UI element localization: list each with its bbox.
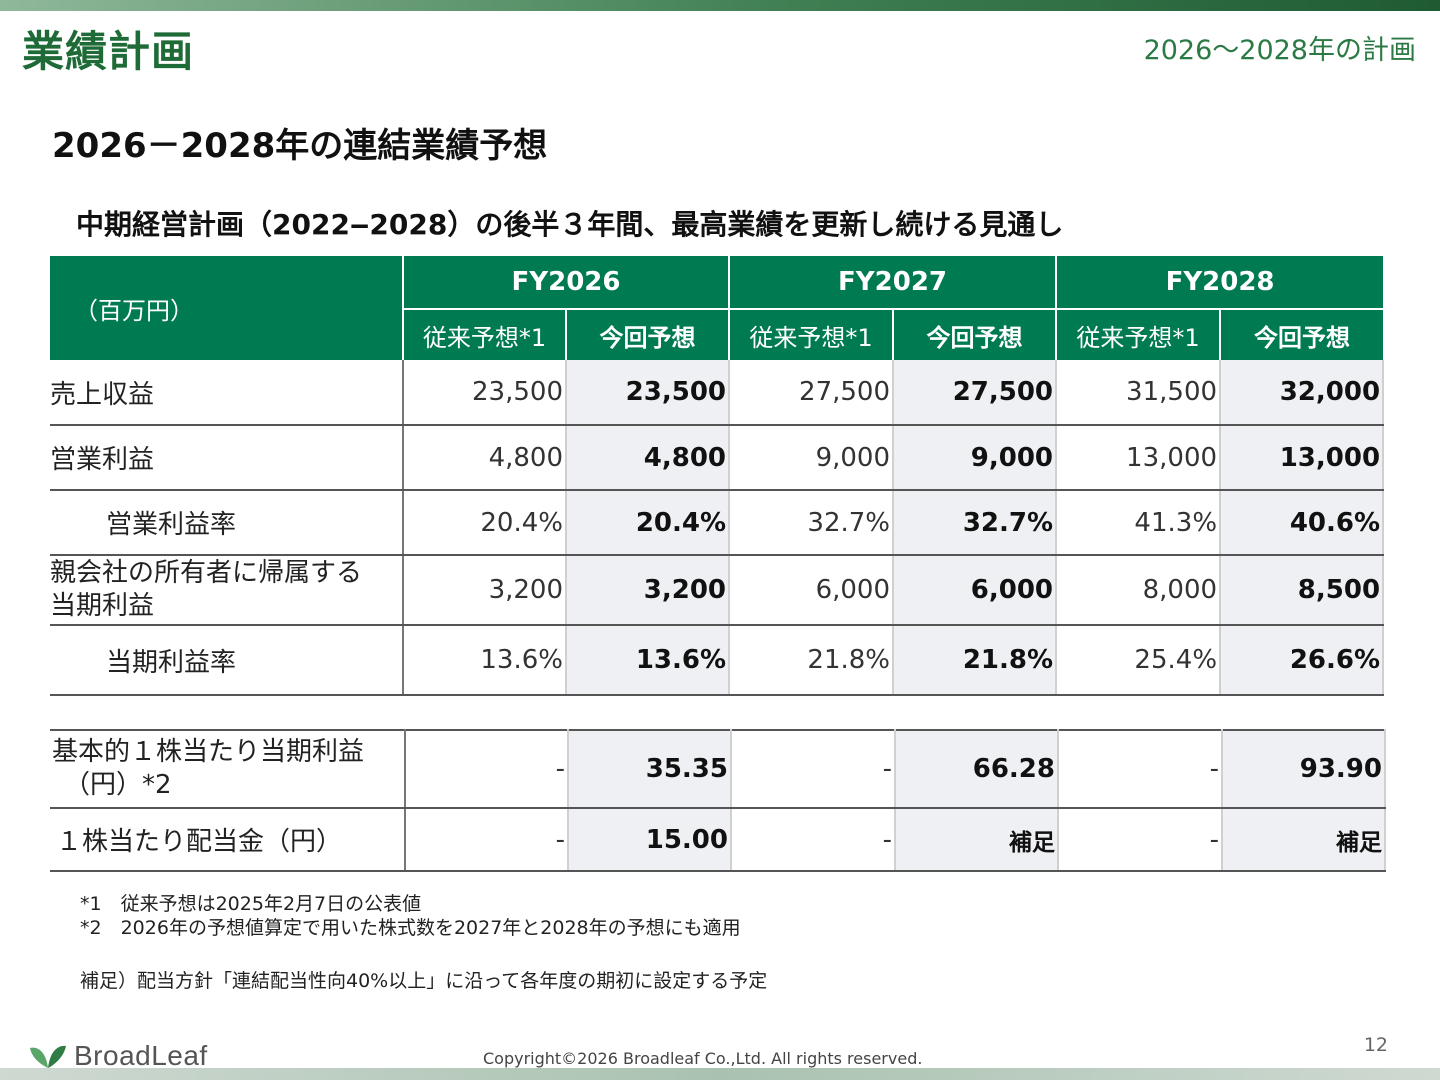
value-cell-current: 23,500 — [566, 360, 731, 426]
sub-header-previous: 従来予想*1 — [1055, 309, 1221, 360]
headline: 中期経営計画（2022‒2028）の後半３年間、最高業績を更新し続ける見通し — [76, 208, 1064, 241]
row-label-line2: 当期利益 — [50, 591, 155, 621]
value-cell-current: 20.4% — [566, 490, 731, 556]
row-label-line1: 親会社の所有者に帰属する — [50, 558, 363, 588]
value-cell: - — [1058, 729, 1223, 809]
value-cell: - — [731, 729, 896, 809]
value-cell-current: 32,000 — [1220, 360, 1385, 426]
footnote-supplement: 補足）配当方針「連結配当性向40%以上」に沿って各年度の期初に設定する予定 — [80, 970, 768, 992]
value-cell-current: 93.90 — [1222, 729, 1386, 809]
row-label: １株当たり配当金（円） — [50, 808, 406, 872]
value-cell: 9,000 — [729, 425, 895, 491]
value-cell: - — [731, 808, 896, 872]
value-cell: 13.6% — [403, 625, 567, 696]
table-row-net-profit: 親会社の所有者に帰属する 当期利益 3,200 3,200 6,000 6,00… — [50, 555, 1385, 626]
value-cell: 23,500 — [403, 360, 567, 426]
sub-header-current: 今回予想 — [564, 309, 730, 360]
row-label-line1: 基本的１株当たり当期利益 — [52, 737, 365, 767]
footnote-1: *1 従来予想は2025年2月7日の公表値 — [80, 893, 422, 915]
row-label: 親会社の所有者に帰属する 当期利益 — [50, 555, 404, 626]
value-cell-current: 9,000 — [893, 425, 1058, 491]
value-cell-current: 4,800 — [566, 425, 731, 491]
value-cell-current: 6,000 — [893, 555, 1058, 626]
value-cell: - — [1058, 808, 1223, 872]
row-label: 当期利益率 — [50, 625, 404, 696]
value-cell: 4,800 — [403, 425, 567, 491]
value-cell: 20.4% — [403, 490, 567, 556]
broadleaf-leaf-icon — [30, 1045, 66, 1068]
forecast-table: （百万円） FY2026 FY2027 FY2028 従来予想*1 今回予想 従… — [50, 256, 1385, 696]
value-cell-current: 3,200 — [566, 555, 731, 626]
value-cell: - — [405, 729, 569, 809]
value-cell-current: 27,500 — [893, 360, 1058, 426]
page-subtitle: 2026～2028年の計画 — [1143, 35, 1416, 66]
value-cell: 3,200 — [403, 555, 567, 626]
value-cell-current: 21.8% — [893, 625, 1058, 696]
company-logo: BroadLeaf — [28, 1040, 208, 1072]
copyright: Copyright©2026 Broadleaf Co.,Ltd. All ri… — [483, 1049, 923, 1068]
per-share-table: 基本的１株当たり当期利益 （円）*2 - 35.35 - 66.28 - 93.… — [50, 729, 1386, 872]
page-number: 12 — [1363, 1034, 1388, 1056]
row-label: 営業利益 — [50, 425, 404, 491]
value-cell: 41.3% — [1056, 490, 1222, 556]
value-cell: 27,500 — [729, 360, 895, 426]
value-cell-current: 8,500 — [1220, 555, 1385, 626]
value-cell-current: 補足 — [895, 808, 1059, 872]
value-cell: - — [405, 808, 569, 872]
sub-header-current: 今回予想 — [892, 309, 1057, 360]
table-row-net-margin: 当期利益率 13.6% 13.6% 21.8% 21.8% 25.4% 26.6… — [50, 625, 1385, 696]
value-cell-current: 32.7% — [893, 490, 1058, 556]
value-cell: 8,000 — [1056, 555, 1222, 626]
value-cell-current: 補足 — [1222, 808, 1386, 872]
table-row-eps: 基本的１株当たり当期利益 （円）*2 - 35.35 - 66.28 - 93.… — [50, 729, 1386, 809]
value-cell-current: 40.6% — [1220, 490, 1385, 556]
sub-header-current: 今回予想 — [1219, 309, 1384, 360]
row-label-line2: （円）*2 — [64, 770, 172, 800]
value-cell-current: 15.00 — [568, 808, 732, 872]
sub-header-previous: 従来予想*1 — [402, 309, 566, 360]
table-row-dividend: １株当たり配当金（円） - 15.00 - 補足 - 補足 — [50, 808, 1386, 872]
year-header-fy2027: FY2027 — [728, 256, 1057, 310]
value-cell: 21.8% — [729, 625, 895, 696]
section-title: 2026－2028年の連結業績予想 — [52, 126, 548, 166]
table-row-operating-margin: 営業利益率 20.4% 20.4% 32.7% 32.7% 41.3% 40.6… — [50, 490, 1385, 556]
year-header-fy2026: FY2026 — [401, 256, 730, 310]
row-label: 営業利益率 — [50, 490, 404, 556]
table-row-operating-profit: 営業利益 4,800 4,800 9,000 9,000 13,000 13,0… — [50, 425, 1385, 491]
value-cell-current: 13.6% — [566, 625, 731, 696]
footnote-2: *2 2026年の予想値算定で用いた株式数を2027年と2028年の予想にも適用 — [80, 917, 741, 939]
sub-header-previous: 従来予想*1 — [728, 309, 894, 360]
value-cell-current: 66.28 — [895, 729, 1059, 809]
row-label: 売上収益 — [50, 360, 404, 426]
row-label: 基本的１株当たり当期利益 （円）*2 — [50, 729, 406, 809]
value-cell-current: 13,000 — [1220, 425, 1385, 491]
value-cell-current: 26.6% — [1220, 625, 1385, 696]
value-cell-current: 35.35 — [568, 729, 732, 809]
value-cell: 6,000 — [729, 555, 895, 626]
bottom-accent-bar — [0, 1068, 1440, 1080]
top-accent-bar — [0, 0, 1440, 11]
logo-text: BroadLeaf — [74, 1040, 208, 1071]
table-row-revenue: 売上収益 23,500 23,500 27,500 27,500 31,500 … — [50, 360, 1385, 426]
unit-header: （百万円） — [50, 256, 404, 360]
value-cell: 13,000 — [1056, 425, 1222, 491]
value-cell: 32.7% — [729, 490, 895, 556]
page-title: 業績計画 — [22, 27, 195, 76]
value-cell: 25.4% — [1056, 625, 1222, 696]
value-cell: 31,500 — [1056, 360, 1222, 426]
year-header-fy2028: FY2028 — [1055, 256, 1384, 310]
